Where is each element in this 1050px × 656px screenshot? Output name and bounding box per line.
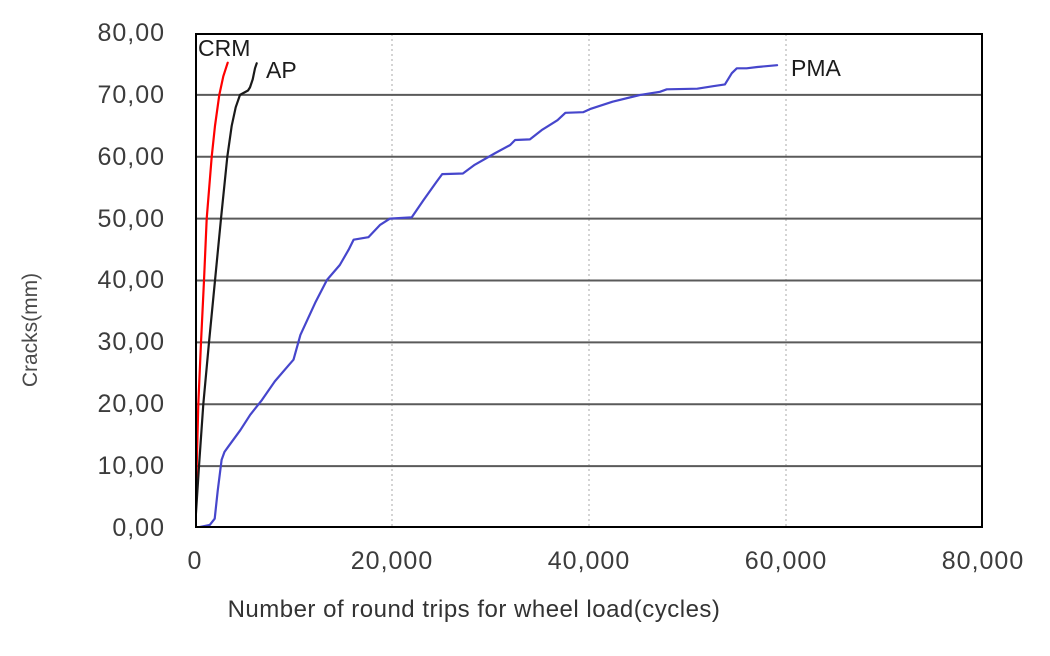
series-label-pma: PMA: [791, 55, 841, 81]
plot-border: [195, 33, 983, 528]
series-label-ap: AP: [266, 57, 297, 83]
y-tick-label: 40,00: [97, 266, 165, 294]
y-tick-label: 0,00: [112, 514, 165, 542]
x-tick-label: 0: [187, 547, 203, 575]
y-tick-label: 50,00: [97, 205, 165, 233]
y-tick-label: 70,00: [97, 81, 165, 109]
series-line-pma: [195, 64, 779, 528]
x-tick-label: 80,000: [941, 547, 1025, 575]
x-axis-title: Number of round trips for wheel load(cyc…: [227, 596, 721, 623]
series-label-crm: CRM: [198, 35, 251, 61]
y-tick-label: 80,00: [97, 19, 165, 47]
x-tick-label: 60,000: [744, 547, 828, 575]
y-tick-label: 60,00: [97, 143, 165, 171]
y-tick-label: 10,00: [97, 452, 165, 480]
series-line-crm: [195, 61, 229, 528]
series-line-ap: [195, 62, 258, 528]
y-tick-label: 30,00: [97, 328, 165, 356]
x-tick-label: 40,000: [547, 547, 631, 575]
y-tick-label: 20,00: [97, 390, 165, 418]
plot-area: CRM AP PMA: [195, 33, 983, 528]
x-tick-label: 20,000: [350, 547, 434, 575]
chart-canvas: [195, 33, 983, 528]
